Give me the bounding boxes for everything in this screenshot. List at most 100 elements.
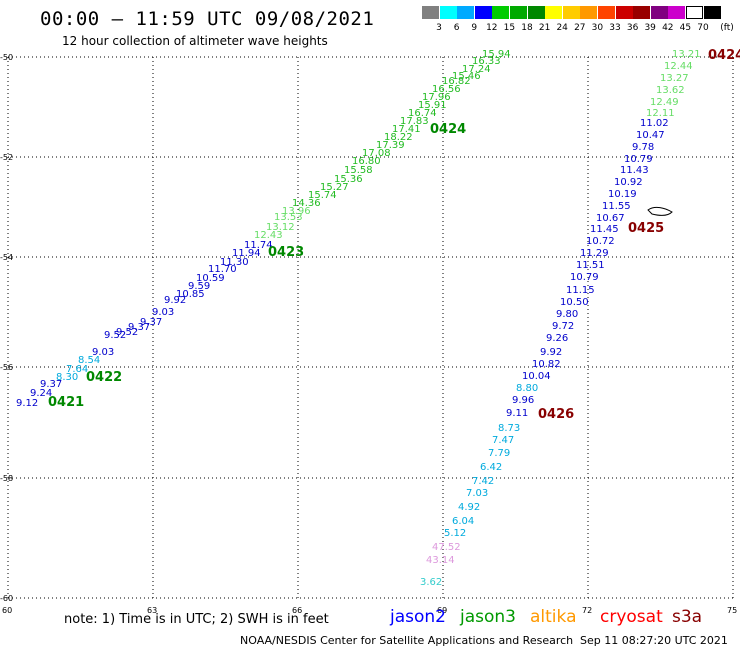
map-grid (7, 56, 734, 599)
colorbar-swatch (492, 6, 510, 19)
wave-height-label: 9.80 (556, 309, 578, 320)
wave-height-label: 16.80 (352, 156, 381, 167)
footer-credit: NOAA/NESDIS Center for Satellite Applica… (240, 634, 574, 647)
wave-height-label: 10.72 (586, 236, 615, 247)
wave-height-label: 11.30 (220, 257, 249, 268)
wave-height-label: 17.24 (462, 64, 491, 75)
legend-jason3: jason3 (460, 607, 516, 627)
wave-height-label: 8.80 (516, 383, 538, 394)
legend-cryosat: cryosat (600, 607, 663, 627)
wave-height-label: 7.47 (492, 435, 514, 446)
wave-height-label: 11.02 (640, 118, 669, 129)
wave-height-label: 13.21 (672, 49, 701, 60)
wave-height-label: 3.62 (420, 577, 442, 588)
colorbar-label: 24 (556, 23, 568, 33)
wave-height-label: 5.12 (444, 528, 466, 539)
colorbar-label: 39 (644, 23, 656, 33)
wave-height-label: 9.72 (552, 321, 574, 332)
wave-height-label: 4.92 (458, 502, 480, 513)
pass-id-label: 0424 (430, 122, 466, 137)
colorbar-swatch (580, 6, 598, 19)
wave-height-label: 16.82 (442, 76, 471, 87)
wave-height-label: 9.78 (632, 142, 654, 153)
colorbar-label: 9 (471, 23, 478, 33)
wave-height-label: 10.79 (570, 272, 599, 283)
colorbar-label: 70 (697, 23, 709, 33)
wave-height-label: 9.03 (92, 347, 114, 358)
wave-height-label: 17.08 (362, 148, 391, 159)
wave-height-label: 10.59 (196, 273, 225, 284)
wave-height-label: 14.36 (292, 198, 321, 209)
wave-height-label: 7.42 (472, 476, 494, 487)
colorbar-swatch (545, 6, 563, 19)
x-tick-label: 72 (582, 606, 592, 615)
colorbar-label: 15 (503, 23, 516, 33)
axis-ticks: 60 63 66 69 72 75 -50 -52 -54 -56 -58 -60 (0, 53, 737, 615)
colorbar-swatch (527, 6, 545, 19)
colorbar-swatch (510, 6, 527, 19)
wave-height-label: 12.43 (254, 230, 283, 241)
wave-height-label: 15.46 (452, 71, 481, 82)
pass-id-label: 0423 (268, 245, 304, 260)
wave-height-label: 13.53 (274, 212, 303, 223)
wave-height-label: 12.49 (650, 97, 679, 108)
pass-id-label: 0426 (538, 407, 574, 422)
wave-height-label: 7.03 (466, 488, 488, 499)
wave-height-label: 17.96 (422, 92, 451, 103)
wave-height-label: 11.51 (576, 260, 605, 271)
note-text: note: 1) Time is in UTC; 2) SWH is in fe… (64, 612, 329, 627)
colorbar-label: 30 (591, 23, 604, 33)
legend-altika: altika (530, 607, 577, 627)
wave-height-label: 10.92 (614, 177, 643, 188)
wave-height-label: 11.70 (208, 264, 237, 275)
colorbar-swatch (650, 6, 668, 19)
wave-height-label: 15.91 (418, 100, 447, 111)
colorbar-label: 21 (538, 23, 551, 33)
colorbar-label: 45 (679, 23, 692, 33)
y-tick-label: -50 (0, 53, 13, 62)
wave-height-label: 8.54 (78, 355, 100, 366)
wave-height-label: 10.04 (522, 371, 551, 382)
wave-height-label: 16.33 (472, 56, 501, 67)
colorbar-swatch (439, 6, 457, 19)
wave-height-label: 10.79 (624, 154, 653, 165)
colorbar-unit: (ft) (720, 23, 734, 33)
wave-height-label: 15.74 (308, 190, 337, 201)
x-tick-label: 69 (437, 606, 447, 615)
colorbar-swatch (474, 6, 492, 19)
pass-id-label: 0425 (628, 221, 664, 236)
wave-height-label: 15.58 (344, 165, 373, 176)
wave-height-label: 11.29 (580, 248, 609, 259)
colorbar-swatch (598, 6, 615, 19)
pass-id-label: 0422 (86, 370, 122, 385)
y-tick-label: -56 (0, 363, 13, 372)
legend-jason2: jason2 (390, 607, 446, 627)
wave-height-label: 15.36 (334, 174, 363, 185)
wave-height-label: 9.03 (152, 307, 174, 318)
wave-height-label: 7.64 (66, 364, 88, 375)
wave-height-label: 11.94 (232, 248, 261, 259)
wave-height-label: 10.67 (596, 213, 625, 224)
wave-height-label: 43.14 (426, 555, 455, 566)
wave-height-label: 6.04 (452, 516, 474, 527)
wave-height-label: 9.92 (164, 295, 186, 306)
legend-s3a: s3a (672, 607, 703, 627)
colorbar-label: 33 (609, 23, 621, 33)
wave-height-label: 9.26 (546, 333, 568, 344)
wave-height-label: 12.44 (664, 61, 693, 72)
wave-height-label: 17.41 (392, 124, 421, 135)
colorbar-label: 36 (626, 23, 639, 33)
satellite-tracks: 9.129.249.3704218.307.648.549.039.529.52… (16, 48, 740, 588)
colorbar-label: 6 (453, 23, 460, 33)
wave-height-label: 9.37 (128, 322, 150, 333)
wave-height-label: 16.56 (432, 84, 461, 95)
wave-height-label: 13.96 (282, 206, 311, 217)
wave-height-label: 9.11 (506, 408, 528, 419)
wave-height-label: 13.27 (660, 73, 689, 84)
wave-height-label: 17.39 (376, 140, 405, 151)
wave-height-label: 10.50 (560, 297, 589, 308)
pass-id-label: 0421 (48, 395, 84, 410)
footer-timestamp: Sep 11 08:27:20 UTC 2021 (580, 634, 728, 647)
colorbar-label: 12 (486, 23, 498, 33)
